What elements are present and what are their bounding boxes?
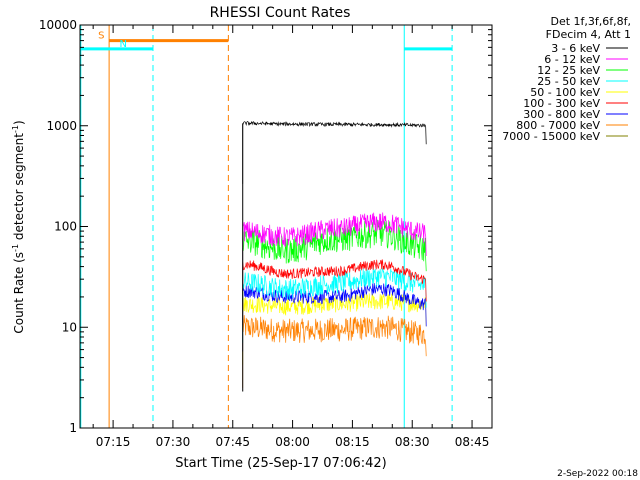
- series-line-0: [242, 120, 427, 184]
- x-axis-label: Start Time (25-Sep-17 07:06:42): [175, 456, 386, 471]
- legend-label-3: 25 - 50 keV: [537, 75, 600, 88]
- y-tick-label: 10000: [39, 18, 77, 32]
- plot-content: [80, 25, 453, 428]
- x-tick-label: 07:30: [156, 435, 191, 449]
- y-axis-label: Count Rate (s-1 detector segment-1): [11, 120, 26, 333]
- chart-title: RHESSI Count Rates: [210, 5, 351, 21]
- legend-title-line-2: FDecim 4, Att 1: [546, 28, 631, 41]
- series-line-4: [242, 293, 427, 365]
- plot-frame: [79, 24, 493, 429]
- status-label-N: N: [120, 39, 127, 50]
- x-tick-label: 08:45: [455, 435, 490, 449]
- x-tick-label: 07:15: [96, 435, 131, 449]
- legend-label-6: 300 - 800 keV: [523, 108, 600, 121]
- status-label-S: S: [98, 31, 104, 42]
- series-line-6: [242, 282, 427, 352]
- y-tick-label: 100: [54, 220, 77, 234]
- y-tick-label: 1: [69, 421, 77, 435]
- footer-timestamp: 2-Sep-2022 00:18: [557, 469, 638, 479]
- legend-title-line-1: Det 1f,3f,6f,8f,: [550, 15, 631, 28]
- series-line-7: [242, 315, 427, 388]
- x-tick-label: 07:45: [215, 435, 250, 449]
- series-line-5: [242, 259, 427, 326]
- legend-label-5: 100 - 300 keV: [523, 97, 600, 110]
- legend-label-0: 3 - 6 keV: [551, 42, 600, 55]
- legend-label-7: 800 - 7000 keV: [516, 119, 600, 132]
- y-tick-label: 1000: [46, 119, 77, 133]
- x-tick-label: 08:15: [335, 435, 370, 449]
- legend-label-8: 7000 - 15000 keV: [502, 130, 600, 143]
- axes: 07:15 07:30 07:45 08:00 08:15 08:30 08:45 1 10 10…: [39, 18, 493, 449]
- x-tick-label: 08:00: [275, 435, 310, 449]
- legend-label-1: 6 - 12 keV: [544, 53, 600, 66]
- x-tick-label: 08:30: [395, 435, 430, 449]
- series-line-3: [242, 266, 427, 343]
- y-tick-label: 10: [62, 320, 77, 334]
- legend-label-2: 12 - 25 keV: [537, 64, 600, 77]
- legend-label-4: 50 - 100 keV: [530, 86, 600, 99]
- series-line-1: [242, 212, 427, 292]
- status-bars: SN: [80, 31, 453, 51]
